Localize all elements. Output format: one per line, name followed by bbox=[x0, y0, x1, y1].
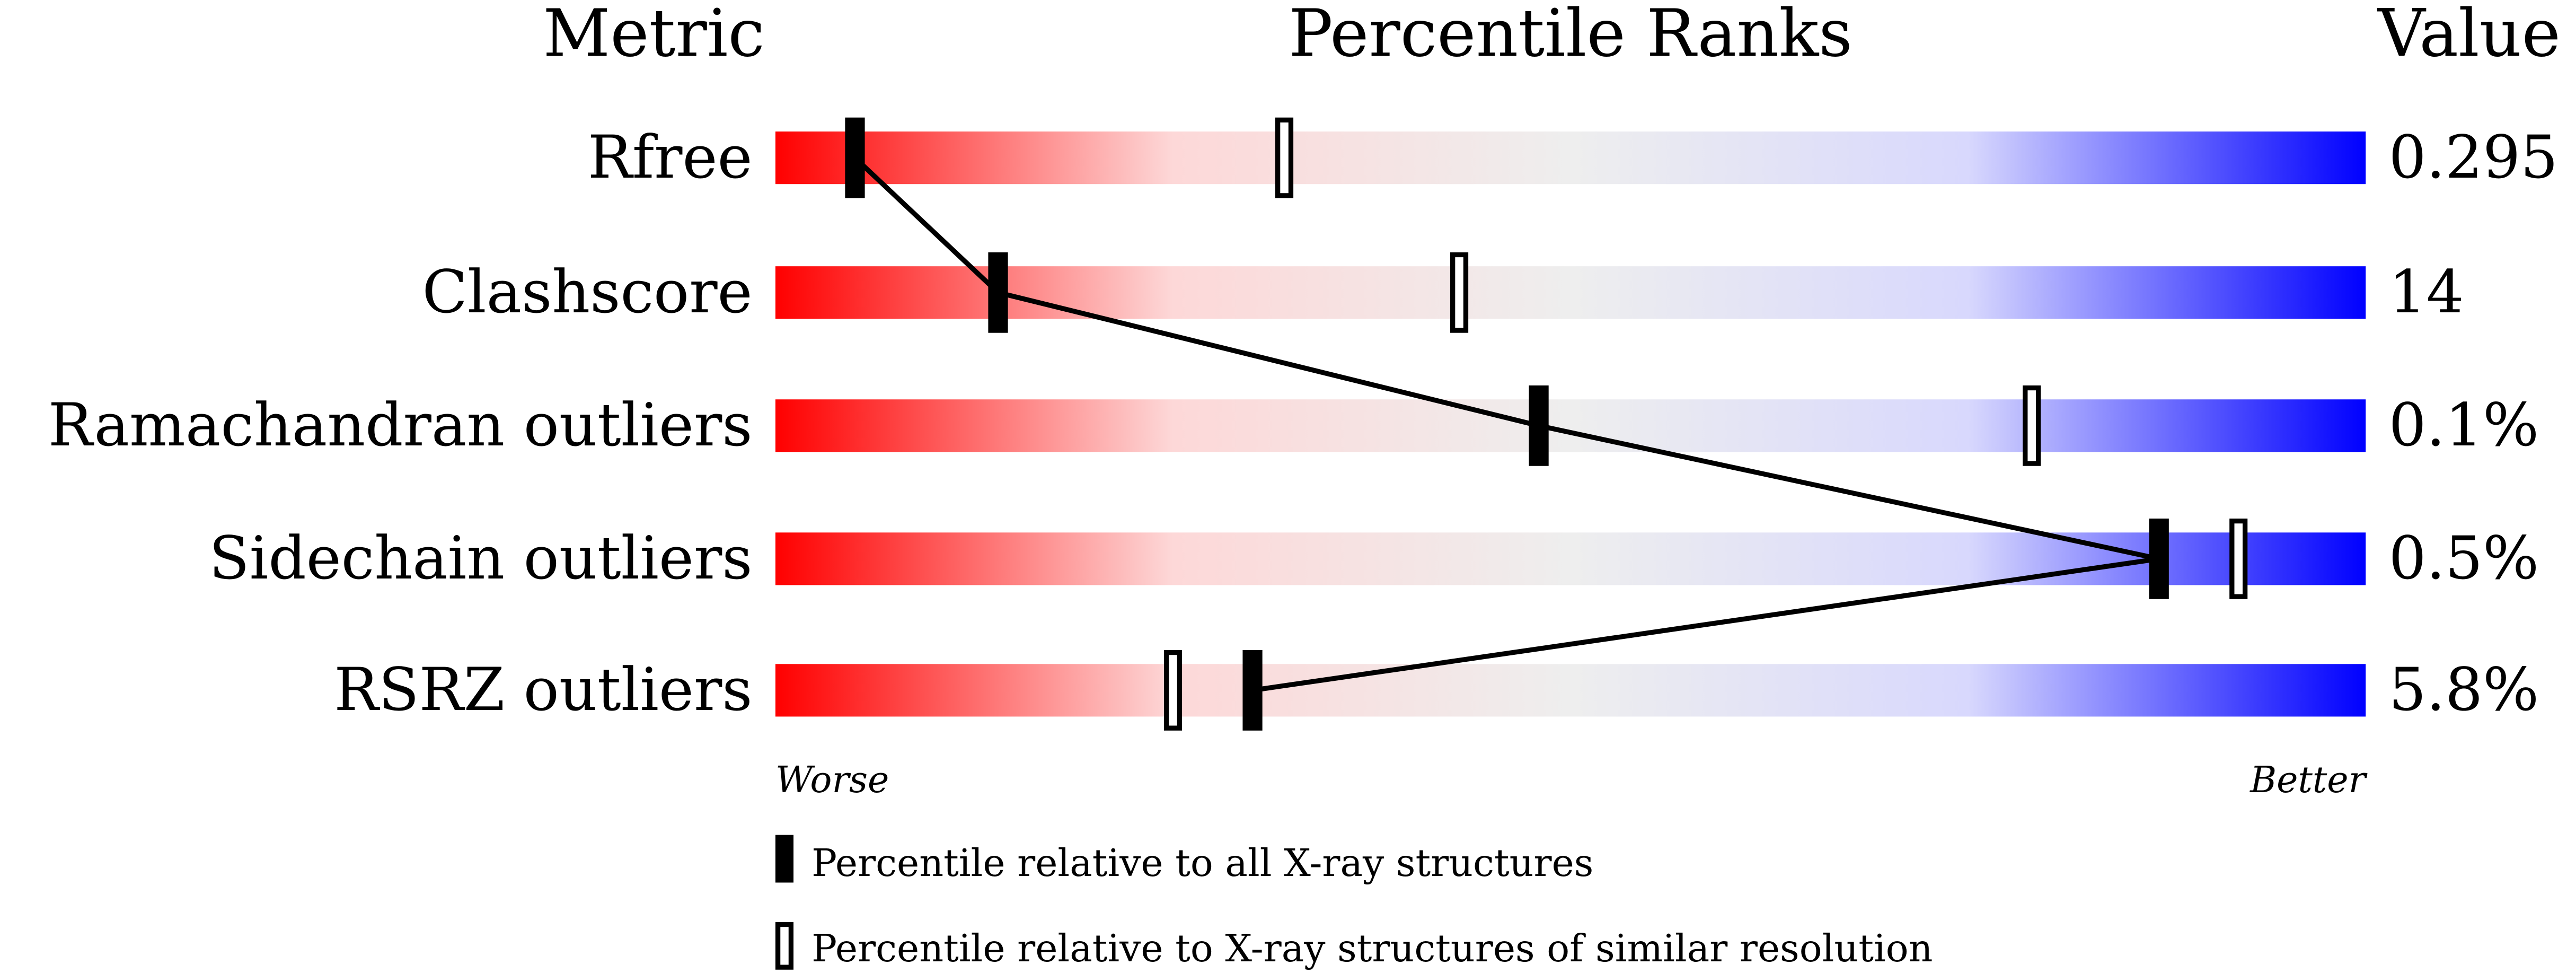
percentile-bar bbox=[775, 532, 2366, 585]
marker-all-structures bbox=[2149, 518, 2169, 599]
axis-label-worse: Worse bbox=[775, 759, 889, 801]
marker-similar-resolution bbox=[1163, 650, 1183, 731]
metric-value: 14 bbox=[2389, 258, 2464, 327]
marker-all-structures bbox=[1242, 650, 1263, 731]
marker-all-structures bbox=[1529, 385, 1549, 466]
metric-value: 0.1% bbox=[2389, 391, 2539, 460]
percentile-bar bbox=[775, 664, 2366, 717]
percentile-bar bbox=[775, 266, 2366, 319]
marker-similar-resolution bbox=[2229, 518, 2248, 599]
metric-value: 0.295 bbox=[2389, 123, 2558, 192]
legend-label-similar: Percentile relative to X-ray structures … bbox=[811, 926, 1933, 970]
marker-similar-resolution bbox=[2023, 385, 2041, 466]
header-value: Value bbox=[2377, 0, 2561, 72]
percentile-bar bbox=[775, 132, 2366, 185]
metric-value: 5.8% bbox=[2389, 655, 2539, 724]
legend-label-all: Percentile relative to all X-ray structu… bbox=[811, 841, 1593, 885]
metric-label: Ramachandran outliers bbox=[48, 391, 753, 460]
legend-filled-marker bbox=[775, 835, 794, 883]
percentile-bar bbox=[775, 399, 2366, 452]
marker-similar-resolution bbox=[1450, 252, 1469, 333]
marker-similar-resolution bbox=[1275, 117, 1294, 198]
header-percentile-ranks: Percentile Ranks bbox=[1289, 0, 1852, 72]
metric-label: Clashscore bbox=[422, 258, 753, 327]
legend-open-marker bbox=[775, 922, 794, 970]
metric-label: Sidechain outliers bbox=[209, 524, 752, 593]
marker-all-structures bbox=[988, 252, 1008, 333]
metric-value: 0.5% bbox=[2389, 524, 2539, 593]
metric-label: RSRZ outliers bbox=[334, 655, 752, 724]
metric-label: Rfree bbox=[588, 123, 753, 192]
legend: Percentile relative to all X-ray structu… bbox=[775, 835, 1933, 970]
header-metric: Metric bbox=[543, 0, 764, 72]
marker-all-structures bbox=[845, 117, 865, 198]
axis-label-better: Better bbox=[2249, 759, 2368, 801]
